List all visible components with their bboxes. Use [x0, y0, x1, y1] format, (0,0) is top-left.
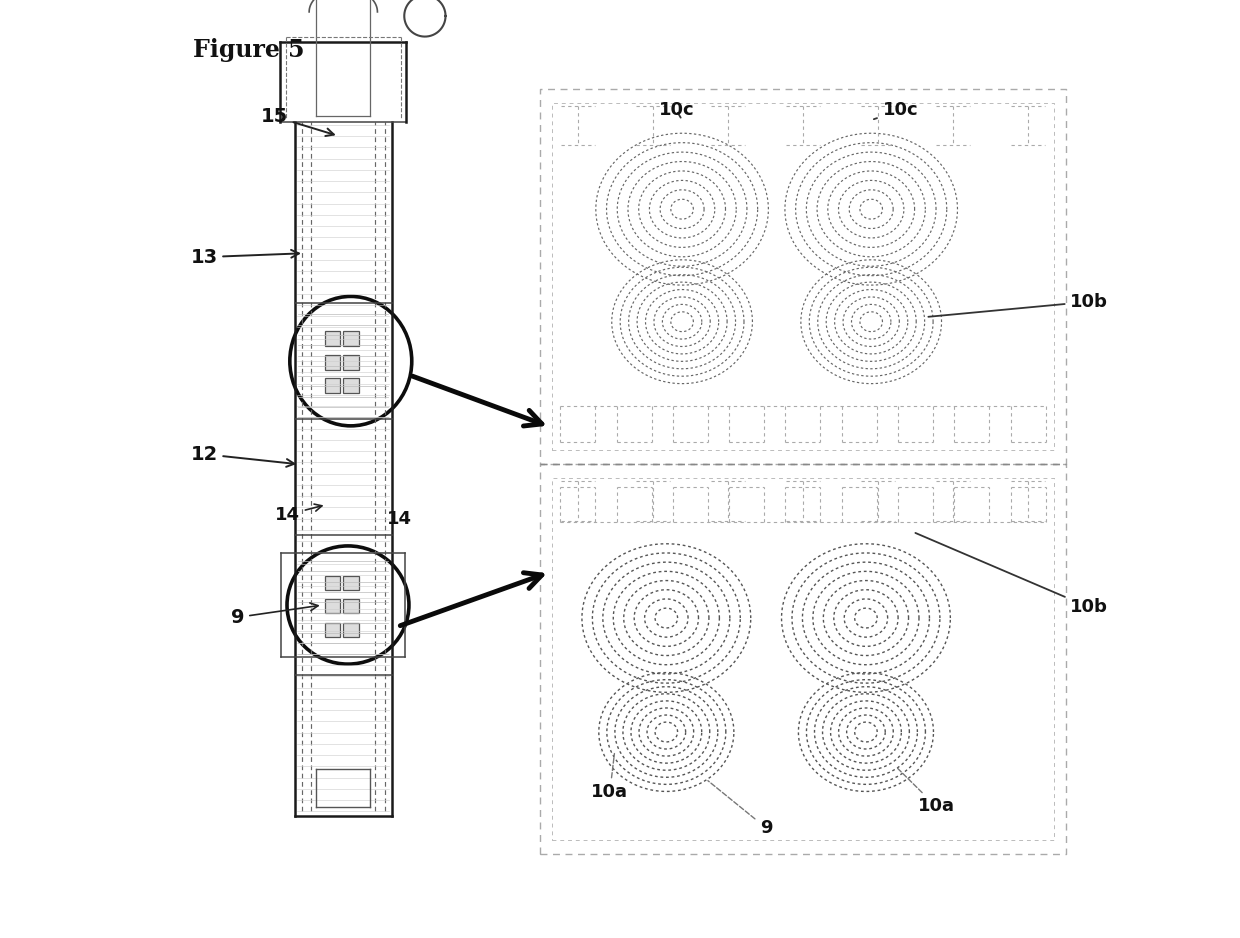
Text: 14: 14: [275, 504, 322, 523]
Bar: [325, 355, 341, 370]
Bar: [343, 599, 360, 613]
Text: 10a: 10a: [591, 753, 629, 801]
Text: Figure 5: Figure 5: [193, 38, 305, 62]
Bar: [325, 623, 341, 637]
Bar: [343, 576, 360, 590]
Bar: [343, 331, 360, 346]
Bar: [325, 576, 341, 590]
Text: 10b: 10b: [929, 293, 1109, 317]
Text: 9: 9: [231, 603, 319, 627]
Text: 10c: 10c: [874, 101, 918, 119]
Text: 14: 14: [387, 509, 413, 528]
Bar: [343, 623, 360, 637]
Bar: [325, 331, 341, 346]
Text: 10b: 10b: [915, 533, 1109, 616]
Text: 9: 9: [708, 780, 773, 837]
Bar: [343, 378, 360, 393]
Text: 12: 12: [191, 445, 294, 467]
Bar: [343, 355, 360, 370]
Text: 10a: 10a: [897, 766, 955, 815]
Text: 13: 13: [191, 248, 299, 266]
Text: 10c: 10c: [658, 101, 694, 119]
Bar: [325, 599, 341, 613]
Text: 15: 15: [260, 107, 334, 136]
Bar: [325, 378, 341, 393]
